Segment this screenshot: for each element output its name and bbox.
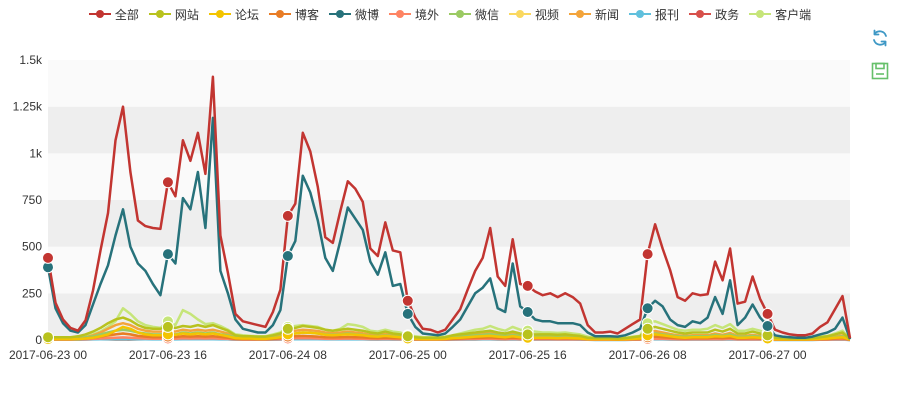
data-point[interactable]: [161, 320, 174, 333]
legend-item[interactable]: 博客: [268, 6, 319, 23]
legend-label: 报刊: [655, 7, 680, 22]
legend-label: 博客: [294, 7, 319, 22]
y-tick-label: 1k: [29, 146, 43, 160]
data-point[interactable]: [521, 306, 534, 318]
legend-line-icon: [208, 8, 231, 20]
legend-line-icon: [569, 8, 592, 20]
data-point[interactable]: [281, 209, 294, 222]
legend-label: 微博: [354, 7, 379, 22]
data-point[interactable]: [761, 307, 774, 320]
legend-line-icon: [509, 8, 532, 20]
series-line: [46, 75, 852, 339]
grid-bands: [48, 60, 850, 340]
legend-item[interactable]: 微博: [328, 6, 379, 23]
chart-toolbox: [870, 28, 894, 94]
legend-item[interactable]: 新闻: [569, 6, 619, 23]
data-point[interactable]: [42, 331, 54, 344]
data-point[interactable]: [42, 251, 54, 264]
restore-icon[interactable]: [870, 28, 890, 48]
data-point[interactable]: [641, 322, 654, 335]
legend-label: 全部: [114, 7, 139, 22]
grid-band: [48, 60, 850, 107]
chart-legend: 全部 网站 论坛 博客 微博 境外 微信 视频 新闻 报刊 政务 客户端: [0, 4, 900, 24]
data-point[interactable]: [281, 250, 294, 262]
y-tick-label: 1.5k: [19, 53, 43, 67]
legend-item[interactable]: 全部: [88, 6, 139, 23]
data-point[interactable]: [281, 322, 294, 335]
legend-label: 客户端: [775, 7, 812, 22]
x-tick-label: 2017-06-24 08: [249, 348, 327, 362]
legend-item[interactable]: 境外: [388, 6, 439, 23]
legend-line-icon: [388, 8, 411, 20]
x-tick-label: 2017-06-23 16: [129, 348, 207, 362]
data-point[interactable]: [161, 176, 174, 189]
legend-label: 视频: [535, 7, 560, 22]
grid-band: [48, 200, 850, 247]
series-line: [46, 116, 852, 340]
legend-line-icon: [749, 8, 772, 20]
legend-item[interactable]: 政务: [689, 6, 739, 23]
legend-item[interactable]: 网站: [148, 6, 199, 23]
legend-line-icon: [268, 8, 291, 20]
save-image-icon[interactable]: [870, 61, 890, 81]
grid-band: [48, 246, 850, 294]
x-tick-label: 2017-06-25 00: [369, 348, 447, 362]
data-point[interactable]: [761, 320, 774, 332]
legend-label: 政务: [715, 7, 740, 22]
legend-label: 微信: [475, 7, 500, 22]
grid-band: [48, 153, 850, 200]
legend-line-icon: [449, 8, 471, 20]
x-axis: 2017-06-23 00 2017-06-23 16 2017-06-24 08 2…: [9, 339, 850, 362]
legend-item[interactable]: 论坛: [208, 6, 259, 23]
x-tick-label: 2017-06-25 16: [489, 348, 567, 362]
legend-line-icon: [88, 8, 111, 20]
y-tick-label: 500: [22, 240, 42, 254]
data-point[interactable]: [401, 294, 414, 307]
y-tick-label: 750: [22, 193, 42, 207]
series-group: [46, 75, 852, 342]
y-tick-label: 250: [22, 286, 42, 300]
legend-item[interactable]: 报刊: [629, 6, 679, 23]
x-tick-label: 2017-06-23 00: [9, 348, 87, 362]
series-line: [48, 316, 851, 341]
legend-line-icon: [629, 8, 652, 20]
data-point[interactable]: [521, 328, 534, 341]
data-point[interactable]: [641, 302, 654, 315]
x-tick-label: 2017-06-27 00: [729, 348, 807, 362]
data-point[interactable]: [641, 248, 654, 261]
legend-line-icon: [689, 8, 712, 20]
x-tick-label: 2017-06-26 08: [609, 348, 687, 362]
legend-line-icon: [328, 8, 351, 20]
legend-item[interactable]: 视频: [509, 6, 559, 23]
legend-label: 新闻: [595, 7, 620, 22]
y-tick-label: 0: [35, 333, 42, 347]
legend-label: 网站: [174, 7, 199, 22]
y-axis: 0 250 500 750 1k 1.25k 1.5k: [13, 53, 43, 347]
legend-item[interactable]: 微信: [449, 6, 499, 23]
data-point[interactable]: [401, 330, 414, 343]
legend-label: 论坛: [234, 7, 259, 22]
legend-label: 境外: [414, 7, 439, 22]
marker-group: [42, 176, 774, 346]
data-point[interactable]: [401, 307, 414, 320]
series-line: [48, 325, 851, 341]
legend-item[interactable]: 客户端: [749, 6, 811, 23]
grid-band: [48, 106, 850, 154]
data-point[interactable]: [521, 279, 534, 292]
legend-line-icon: [148, 8, 171, 20]
y-tick-label: 1.25k: [13, 100, 43, 114]
data-point[interactable]: [161, 248, 174, 261]
